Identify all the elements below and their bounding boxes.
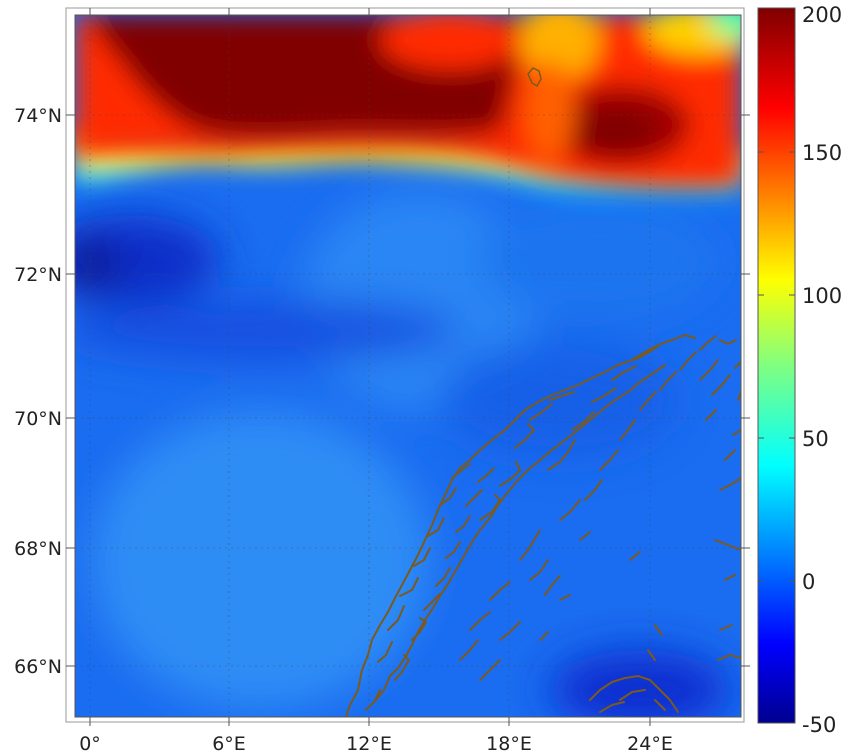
lon-tick-label: 6°E — [212, 733, 246, 753]
field-dark-region — [75, 215, 220, 305]
colorbar-tick-label: -50 — [802, 713, 836, 737]
lon-tick-label: 12°E — [346, 733, 392, 753]
map-panel[interactable] — [40, 0, 760, 730]
colorbar-gradient — [757, 7, 796, 724]
field-dark-region — [75, 240, 120, 290]
field-mid-region — [520, 15, 600, 80]
colorbar-tick-label: 50 — [802, 427, 829, 451]
lon-tick-label: 0° — [79, 733, 101, 753]
field-dark-region — [75, 300, 460, 360]
frame-ticks — [66, 8, 750, 726]
lat-tick-label: 70°N — [14, 408, 62, 430]
colorbar-tick-label: 100 — [802, 284, 842, 308]
lon-tick-label: 24°E — [627, 733, 673, 753]
field-high-region — [575, 108, 655, 152]
island-outline — [527, 67, 542, 88]
lon-tick-label: 18°E — [486, 733, 532, 753]
lat-tick-label: 68°N — [14, 538, 62, 560]
colorbar-tick-label: 200 — [802, 3, 842, 27]
field-mid-region — [525, 60, 575, 160]
lat-tick-label: 72°N — [14, 264, 62, 286]
coastline — [344, 334, 741, 717]
lat-tick-label: 74°N — [14, 105, 62, 127]
lat-tick-label: 66°N — [14, 656, 62, 678]
colorbar-tick-label: 150 — [802, 141, 842, 165]
map-inner-frame — [74, 14, 742, 718]
field-dark-region — [550, 650, 730, 717]
field-dark-region — [440, 340, 680, 460]
map-outer-frame — [65, 7, 745, 723]
field-mid-region — [710, 15, 741, 38]
field-high-region — [380, 15, 520, 70]
field-light-region — [90, 410, 430, 710]
colorbar: 200 150 100 50 0 -50 — [757, 3, 842, 737]
field-light-region — [480, 200, 720, 320]
colorbar-tick-label: 0 — [802, 570, 815, 594]
